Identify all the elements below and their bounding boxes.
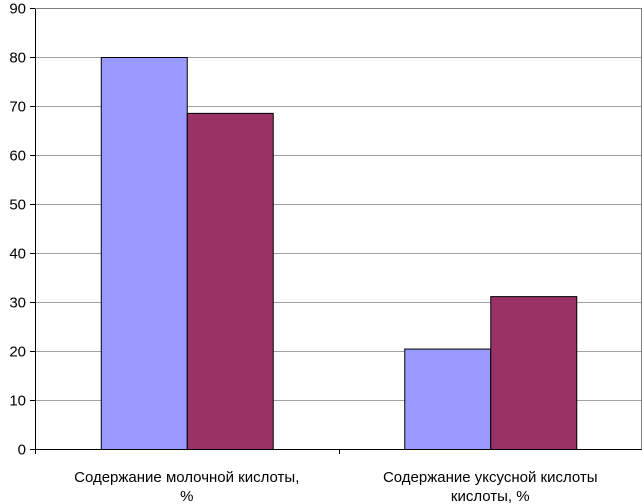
x-category-label-1-line1: Содержание молочной кислоты, — [74, 469, 299, 486]
y-tick-label-40: 40 — [9, 246, 26, 263]
y-tick-label-60: 60 — [9, 148, 26, 165]
bar-series2-cat2 — [490, 296, 578, 450]
x-category-label-2-line2: кислоты, % — [451, 488, 530, 504]
y-tick-label-90: 90 — [9, 1, 26, 18]
x-category-label-1-line2: % — [180, 488, 193, 504]
bar-series1-cat2 — [404, 348, 492, 450]
y-tick-label-70: 70 — [9, 99, 26, 116]
bar-series1-cat1 — [100, 57, 188, 450]
y-tick-label-50: 50 — [9, 197, 26, 214]
y-tick-label-20: 20 — [9, 344, 26, 361]
y-tick-label-10: 10 — [9, 393, 26, 410]
y-tick-label-0: 0 — [18, 442, 26, 459]
y-tick-label-30: 30 — [9, 295, 26, 312]
bar-series2-cat1 — [186, 112, 274, 451]
y-tick-label-80: 80 — [9, 50, 26, 67]
x-category-label-2-line1: Содержание уксусной кислоты — [383, 469, 598, 486]
